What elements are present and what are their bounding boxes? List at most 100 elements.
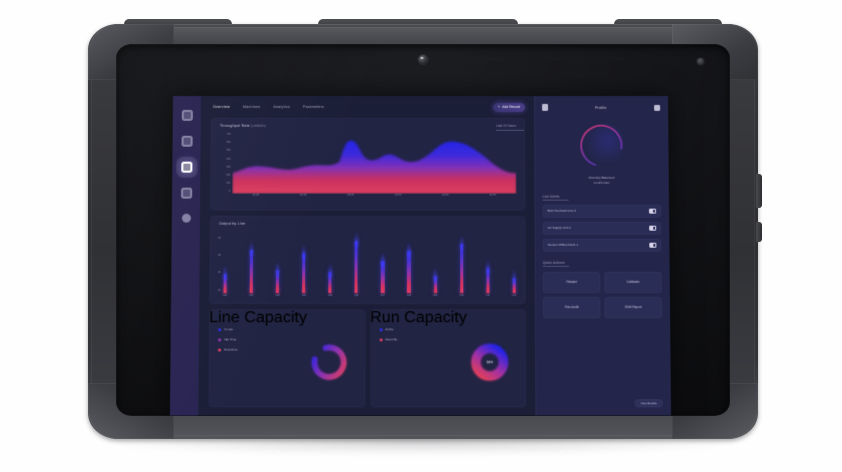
bar [459, 243, 464, 294]
list-item[interactable]: Air Supply Unit 2 [542, 221, 662, 235]
bar-column[interactable] [222, 236, 227, 294]
tab-analytics[interactable]: Analytics [273, 104, 290, 109]
legend-label: Idle Time [224, 337, 237, 342]
alert-label: Belt Overload Line 4 [547, 208, 576, 213]
run-audit-button[interactable]: Run Audit [542, 296, 601, 318]
y-tick: 40 [217, 271, 221, 275]
quick-actions-label: Quick Actions [543, 260, 662, 264]
legend-label: In Use [224, 327, 233, 332]
run-capacity-card: Run Capacity Active [369, 309, 527, 408]
display-bezel: Overview Machines Analytics Parameters +… [116, 44, 730, 416]
y-tick: 0 [228, 190, 231, 194]
x-tick: 20:00 [489, 193, 496, 197]
volume-button[interactable] [756, 174, 762, 208]
front-camera-icon [418, 55, 428, 64]
x-tick: 12:00 [394, 193, 402, 197]
restart-button[interactable]: Restart [542, 271, 601, 293]
x-tick: L02 [249, 294, 254, 298]
shift-report-button[interactable]: Shift Report [604, 296, 663, 318]
sidebar-item-settings[interactable] [181, 213, 191, 223]
gauge-caption: Running Balanced on all Lines [542, 176, 660, 186]
toggle-icon[interactable] [649, 242, 657, 248]
y-tick: 80 [218, 236, 221, 240]
bar [249, 249, 254, 294]
legend-item[interactable]: Stand By [379, 337, 397, 341]
bar [381, 260, 385, 294]
tab-parameters[interactable]: Parameters [302, 104, 325, 109]
x-tick: L06 [354, 294, 359, 298]
x-tick: L11 [485, 294, 490, 298]
tab-overview[interactable]: Overview [212, 104, 230, 109]
x-tick: 08:00 [347, 193, 354, 197]
right-panel-footer: View Details [543, 399, 663, 408]
area-card-title-unit: (units/h) [250, 123, 266, 128]
legend-item[interactable]: Idle Time [218, 337, 238, 341]
bar-column[interactable] [301, 236, 306, 294]
add-record-label: Add Record [502, 104, 521, 109]
bar [512, 278, 516, 294]
main-content: Overview Machines Analytics Parameters +… [198, 96, 536, 416]
toggle-icon[interactable] [649, 225, 657, 231]
bar [275, 270, 280, 294]
bar-column[interactable] [511, 236, 516, 294]
right-panel: Profile [534, 96, 672, 416]
y-tick: 20 [217, 288, 221, 292]
legend-item[interactable]: Downtime [218, 348, 238, 352]
bar-column[interactable] [328, 236, 333, 294]
x-tick: L09 [433, 294, 438, 298]
legend-label: Downtime [224, 347, 238, 352]
bar-column[interactable] [433, 236, 438, 294]
bar-column[interactable] [485, 236, 490, 294]
x-tick: L10 [459, 294, 464, 298]
y-tick: 400 [226, 157, 231, 161]
gauge-caption-line2: on all Lines [593, 180, 610, 185]
bar-column[interactable] [459, 236, 464, 294]
y-tick: 100 [226, 181, 231, 185]
list-item[interactable]: Sensor Offline Dock 1 [542, 238, 662, 252]
tab-machines[interactable]: Machines [242, 104, 261, 109]
x-tick: 04:00 [300, 193, 307, 197]
calibrate-button[interactable]: Calibrate [604, 271, 662, 293]
run-capacity-legend: Active Stand By [379, 327, 397, 341]
area-series [232, 134, 517, 194]
area-card-title: Throughput Rate (units/h) [220, 124, 266, 128]
bar-column[interactable] [275, 236, 280, 294]
sidebar-item-reports[interactable] [181, 135, 193, 147]
menu-icon[interactable] [654, 104, 661, 111]
view-details-button[interactable]: View Details [634, 399, 663, 408]
right-panel-header: Profile [542, 103, 661, 112]
sidebar-item-dashboard[interactable] [181, 109, 193, 121]
legend-item[interactable]: Active [379, 327, 397, 331]
x-tick: L03 [275, 294, 280, 298]
area-card-range-selector[interactable]: Last 24 hours [496, 123, 517, 128]
alerts-list: Belt Overload Line 4 Air Supply Unit 2 S… [542, 204, 662, 252]
sidebar-item-monitor[interactable] [180, 161, 192, 173]
top-navigation: Overview Machines Analytics Parameters +… [201, 96, 534, 118]
add-record-button[interactable]: + Add Record [492, 102, 526, 112]
x-tick: L08 [406, 294, 411, 298]
line-capacity-legend: In Use Idle Time [218, 327, 238, 352]
bar-column[interactable] [380, 236, 385, 294]
bar-card-title: Output by Line [218, 221, 246, 226]
legend-item[interactable]: In Use [218, 327, 238, 331]
user-icon[interactable] [542, 104, 548, 111]
bar [302, 252, 306, 294]
x-tick: L12 [512, 294, 517, 298]
bar-series [222, 236, 516, 294]
run-capacity-donut[interactable]: 68% [467, 339, 512, 384]
list-item[interactable]: Belt Overload Line 4 [542, 204, 662, 218]
cards-column: Throughput Rate (units/h) Last 24 hours … [198, 117, 535, 416]
y-tick: 500 [226, 149, 231, 153]
line-capacity-donut[interactable] [306, 339, 351, 384]
calibrate-label: Calibrate [626, 279, 640, 284]
toggle-icon[interactable] [648, 208, 657, 214]
power-button[interactable] [756, 222, 762, 242]
line-capacity-card: Line Capacity In Use [208, 309, 366, 408]
y-tick: 600 [226, 140, 231, 144]
quick-actions-grid: Restart Calibrate Run Audit Shift Report [542, 271, 663, 318]
bar-column[interactable] [354, 236, 359, 294]
bar-column[interactable] [249, 236, 254, 294]
sidebar-item-messages[interactable] [180, 187, 192, 199]
bar-column[interactable] [406, 236, 411, 294]
active-display: Overview Machines Analytics Parameters +… [169, 96, 672, 416]
